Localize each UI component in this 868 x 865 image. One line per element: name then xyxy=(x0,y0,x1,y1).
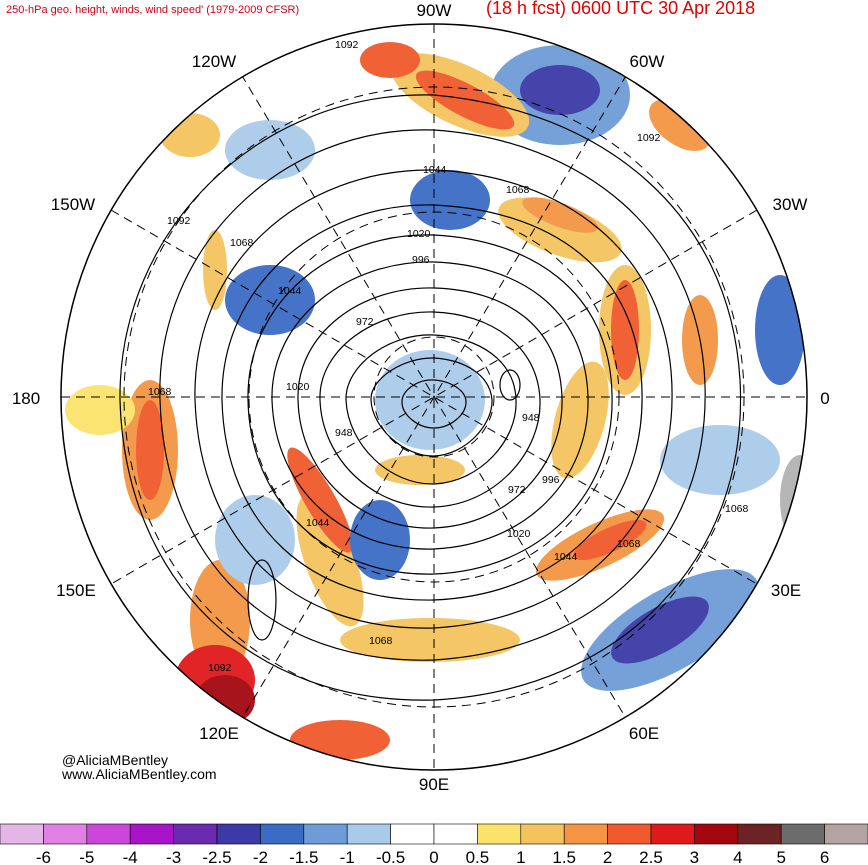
lat-lon-grid xyxy=(61,24,807,770)
contour-label: 1068 xyxy=(506,184,530,196)
contour-label: 1068 xyxy=(148,386,172,398)
colorbar-tick-label: 2.5 xyxy=(639,848,663,865)
colorbar-swatch xyxy=(173,823,218,845)
contour-label: 1068 xyxy=(725,503,749,515)
lon-label-0: 0 xyxy=(820,389,829,408)
contour-labels: 1092 1092 1092 1092 1068 1068 1068 1068 … xyxy=(148,39,749,674)
lon-label-150w: 150W xyxy=(51,195,95,214)
colorbar-swatch xyxy=(86,823,131,845)
colorbar-swatch xyxy=(824,823,868,845)
colorbar-tick-label: -5 xyxy=(79,848,94,865)
colorbar-swatch xyxy=(607,823,652,845)
credit-website: www.AliciaMBentley.com xyxy=(62,766,217,782)
colorbar-swatch xyxy=(43,823,88,845)
contour-label: 1020 xyxy=(507,528,531,540)
colorbar-swatch xyxy=(477,823,522,845)
contour-label: 948 xyxy=(335,427,353,439)
contour-label: 1068 xyxy=(369,635,393,647)
contour-label: 996 xyxy=(542,474,560,486)
colorbar-swatch xyxy=(650,823,695,845)
contour-label: 1020 xyxy=(407,228,431,240)
colorbar-tick-label: -0.5 xyxy=(376,848,405,865)
contour-label: 1044 xyxy=(423,164,447,176)
lon-label-90e: 90E xyxy=(419,775,449,794)
colorbar-tick-label: -2.5 xyxy=(202,848,231,865)
forecast-time-title: (18 h fcst) 0600 UTC 30 Apr 2018 xyxy=(486,0,756,18)
contour-label: 996 xyxy=(412,254,430,266)
colorbar-swatch xyxy=(780,823,825,845)
contour-label: 1044 xyxy=(554,551,578,563)
contour-label: 1092 xyxy=(167,215,191,227)
contour-label: 1020 xyxy=(286,381,310,393)
contour-label: 1068 xyxy=(230,237,254,249)
colorbar-swatch xyxy=(216,823,261,845)
contour-label: 972 xyxy=(356,316,374,328)
colorbar-tick-label: -1.5 xyxy=(289,848,318,865)
colorbar-swatch xyxy=(0,823,44,845)
contour-label: 1092 xyxy=(637,132,661,144)
colorbar-tick-label: 3 xyxy=(690,848,699,865)
contour-label: 972 xyxy=(508,484,526,496)
longitude-labels: 90W 120W 60W 150W 30W 180 0 150E 30E 120… xyxy=(12,1,830,794)
colorbar-swatch xyxy=(737,823,782,845)
lon-label-60e: 60E xyxy=(629,724,659,743)
colorbar-swatch xyxy=(303,823,348,845)
lon-label-120e: 120E xyxy=(199,724,239,743)
colorbar-tick-label: 4 xyxy=(733,848,742,865)
colorbar-tick-label: -4 xyxy=(123,848,138,865)
contour-label: 1092 xyxy=(208,662,232,674)
lon-label-30w: 30W xyxy=(773,195,808,214)
colorbar-tick-label: 1.5 xyxy=(552,848,576,865)
colorbar-swatch xyxy=(520,823,565,845)
colorbar-swatch xyxy=(346,823,391,845)
map-boundary xyxy=(60,23,808,771)
lon-label-120w: 120W xyxy=(192,52,236,71)
contour-label: 1092 xyxy=(335,39,359,51)
map-title: 250-hPa geo. height, winds, wind speed' … xyxy=(6,4,300,16)
colorbar-swatch xyxy=(260,823,305,845)
colorbar-tick-label: 2 xyxy=(603,848,612,865)
colorbar-tick-label: -1 xyxy=(340,848,355,865)
colorbar-tick-label: 5 xyxy=(776,848,785,865)
colorbar-tick-label: 0.5 xyxy=(466,848,490,865)
colorbar-tick-label: -2 xyxy=(253,848,268,865)
lon-label-180: 180 xyxy=(12,389,40,408)
colorbar-tick-label: 1 xyxy=(516,848,525,865)
colorbar-swatch xyxy=(433,823,478,845)
colorbar-swatch xyxy=(129,823,174,845)
credit-handle: @AliciaMBentley xyxy=(62,752,169,768)
lon-label-90w: 90W xyxy=(417,1,452,20)
colorbar-swatch xyxy=(390,823,435,845)
colorbar-tick-label: 6 xyxy=(820,848,829,865)
colorbar-swatch xyxy=(694,823,739,845)
lon-label-150e: 150E xyxy=(56,581,96,600)
contour-label: 1044 xyxy=(306,517,330,529)
colorbar-swatch xyxy=(563,823,608,845)
contour-label: 948 xyxy=(522,412,540,424)
contour-label: 1068 xyxy=(617,538,641,550)
colorbar-tick-label: 0 xyxy=(429,848,438,865)
lon-label-30e: 30E xyxy=(771,581,801,600)
lon-label-60w: 60W xyxy=(630,52,665,71)
colorbar-tick-label: -3 xyxy=(166,848,181,865)
colorbar-tick-label: -6 xyxy=(36,848,51,865)
contour-label: 1044 xyxy=(278,285,302,297)
